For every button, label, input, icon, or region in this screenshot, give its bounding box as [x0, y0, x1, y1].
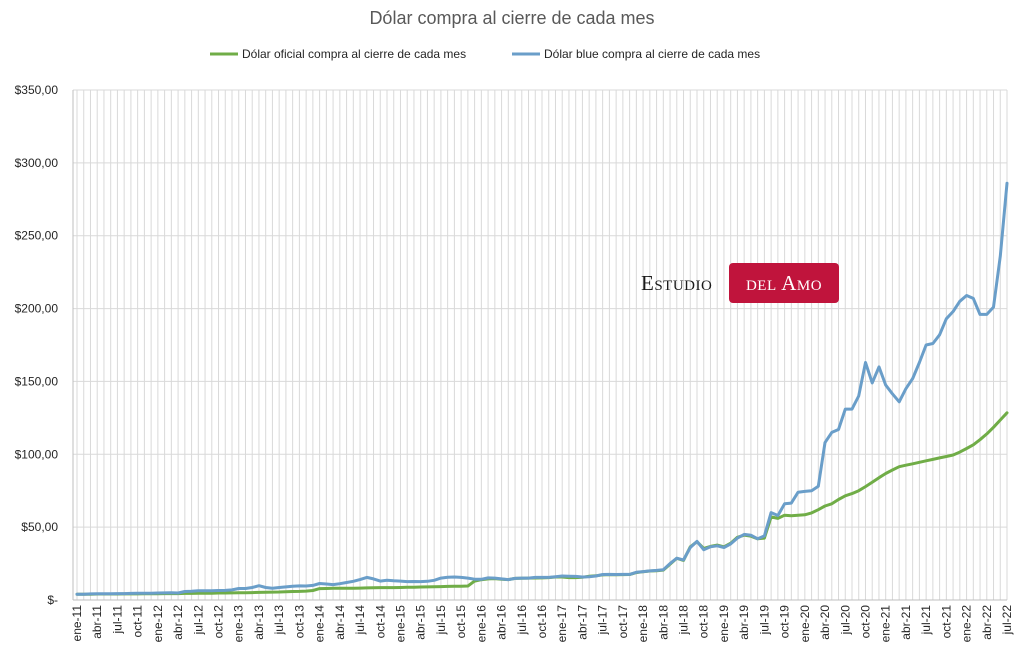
x-tick-label: oct-15	[454, 605, 468, 639]
x-tick-label: oct-19	[778, 605, 792, 639]
x-tick-label: oct-21	[939, 605, 953, 639]
y-tick-label: $350,00	[15, 83, 59, 97]
estudio-del-amo-logo: Estudio del Amo	[641, 263, 839, 303]
x-tick-label: abr-19	[737, 605, 751, 640]
horizontal-gridlines	[73, 89, 1007, 528]
x-tick-label: abr-14	[333, 605, 347, 640]
x-tick-label: abr-20	[818, 605, 832, 640]
x-tick-label: oct-11	[131, 605, 145, 638]
x-tick-label: abr-18	[656, 605, 670, 640]
x-tick-label: ene-18	[636, 605, 650, 643]
legend-item-oficial: Dólar oficial compra al cierre de cada m…	[210, 47, 466, 61]
x-tick-label: abr-16	[495, 605, 509, 640]
x-tick-label: abr-11	[90, 605, 104, 639]
logo-text-del-amo: del Amo	[746, 271, 822, 295]
x-tick-label: jul-21	[919, 605, 933, 636]
x-tick-label: jul-19	[757, 605, 771, 636]
logo-badge	[729, 263, 839, 303]
x-tick-label: ene-13	[232, 605, 246, 643]
x-tick-label: jul-16	[515, 605, 529, 636]
x-tick-label: oct-18	[697, 605, 711, 639]
x-tick-label: jul-18	[677, 605, 691, 636]
y-tick-label: $200,00	[15, 302, 59, 316]
x-tick-label: abr-15	[414, 605, 428, 640]
legend-label: Dólar blue compra al cierre de cada mes	[544, 47, 760, 61]
x-tick-label: jul-17	[596, 605, 610, 636]
x-tick-label: jul-15	[434, 605, 448, 636]
x-tick-label: abr-17	[575, 605, 589, 640]
x-tick-label: ene-16	[474, 605, 488, 643]
x-tick-label: jul-12	[191, 605, 205, 636]
x-tick-label: abr-13	[252, 605, 266, 640]
x-tick-label: oct-16	[535, 605, 549, 639]
y-tick-label: $250,00	[15, 229, 59, 243]
x-tick-label: jul-22	[1000, 605, 1014, 636]
chart-title: Dólar compra al cierre de cada mes	[369, 8, 654, 28]
x-tick-label: ene-22	[960, 605, 974, 643]
legend: Dólar oficial compra al cierre de cada m…	[210, 47, 760, 61]
vertical-gridlines	[76, 90, 1008, 600]
series-line-blue	[75, 181, 1009, 596]
x-tick-label: oct-13	[292, 605, 306, 639]
x-tick-label: oct-17	[616, 605, 630, 639]
x-tick-label: ene-20	[798, 605, 812, 643]
x-tick-label: oct-14	[373, 605, 387, 639]
x-tick-label: jul-11	[110, 605, 124, 635]
x-tick-label: ene-19	[717, 605, 731, 643]
x-tick-label: ene-15	[393, 605, 407, 643]
x-axis-tick-labels: ene-11 abr-11 jul-11 oct-11 ene-12 abr-12 jul-…	[70, 605, 1014, 643]
x-tick-label: ene-11	[70, 605, 84, 642]
x-tick-label: ene-17	[555, 605, 569, 643]
x-tick-label: jul-14	[353, 605, 367, 636]
y-tick-label: $50,00	[21, 520, 58, 534]
x-tick-label: abr-22	[980, 605, 994, 640]
y-tick-label: $150,00	[15, 374, 59, 388]
y-tick-label: $100,00	[15, 447, 59, 461]
x-tick-label: ene-12	[151, 605, 165, 643]
y-axis-tick-labels: $- $50,00 $100,00 $150,00 $200,00 $250,00 $300…	[15, 83, 59, 607]
legend-item-blue: Dólar blue compra al cierre de cada mes	[512, 47, 760, 61]
legend-label: Dólar oficial compra al cierre de cada m…	[242, 47, 466, 61]
x-tick-label: oct-12	[212, 605, 226, 639]
x-tick-label: ene-14	[313, 605, 327, 643]
x-tick-label: jul-20	[838, 605, 852, 636]
data-series	[75, 181, 1009, 596]
y-tick-label: $-	[47, 593, 58, 607]
x-tick-label: oct-20	[858, 605, 872, 639]
x-tick-label: abr-21	[899, 605, 913, 640]
x-tick-label: abr-12	[171, 605, 185, 640]
y-tick-label: $300,00	[15, 156, 59, 170]
logo-text-estudio: Estudio	[641, 271, 712, 295]
x-tick-label: jul-13	[272, 605, 286, 636]
x-tick-label: ene-21	[879, 605, 893, 643]
